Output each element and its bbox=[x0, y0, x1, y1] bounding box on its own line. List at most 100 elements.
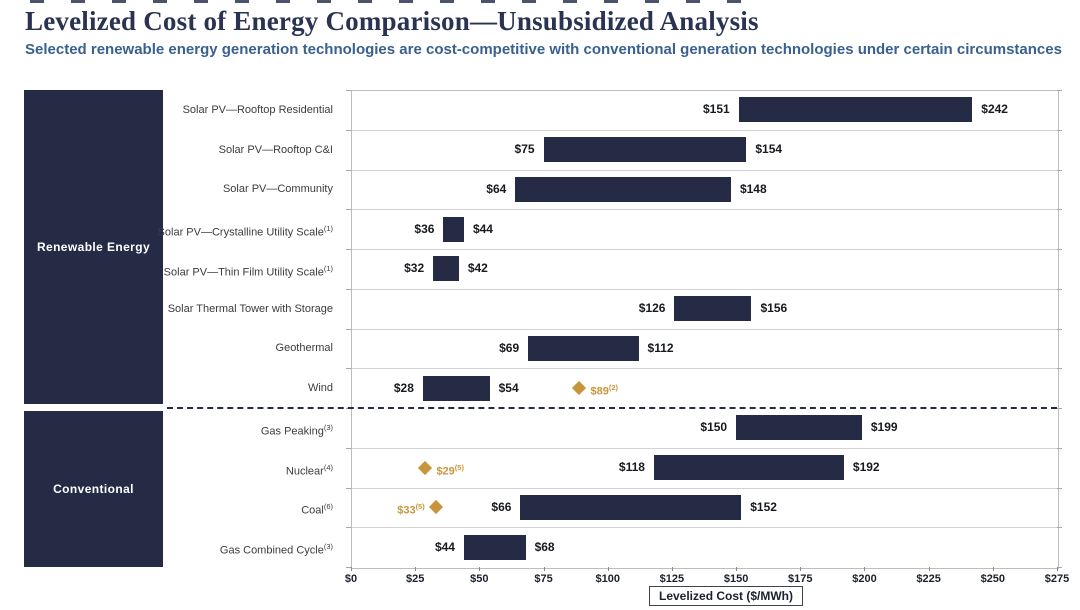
bar-low-value: $75 bbox=[514, 142, 535, 157]
row-gridline bbox=[352, 249, 1057, 250]
bar-high-value: $112 bbox=[647, 340, 674, 355]
row-label: Gas Combined Cycle(3) bbox=[219, 542, 333, 557]
bar-high-value: $192 bbox=[852, 460, 880, 475]
row-gridline bbox=[352, 129, 1057, 131]
y-tick-right bbox=[1057, 129, 1062, 131]
bar-low-value: $32 bbox=[404, 261, 425, 276]
range-bar bbox=[738, 97, 973, 123]
y-tick-left bbox=[346, 487, 351, 489]
row-gridline bbox=[352, 288, 1057, 290]
range-bar bbox=[653, 455, 844, 481]
x-tick-mark bbox=[928, 567, 930, 571]
bar-high-value: $44 bbox=[472, 221, 493, 236]
bar-low-value: $118 bbox=[618, 460, 645, 475]
row-label: Solar PV—Rooftop Residential bbox=[182, 103, 333, 116]
y-tick-left bbox=[346, 527, 351, 529]
bar-high-value: $54 bbox=[498, 380, 519, 395]
row-label: Solar Thermal Tower with Storage bbox=[167, 302, 333, 315]
x-tick-mark bbox=[992, 567, 994, 571]
section-block-conventional: Conventional bbox=[24, 411, 163, 567]
x-tick-mark bbox=[543, 567, 545, 571]
range-bar bbox=[674, 296, 752, 322]
bar-low-value: $151 bbox=[702, 102, 730, 117]
row-label: Wind bbox=[307, 382, 333, 395]
cropped-top-artifact bbox=[30, 0, 765, 3]
bar-high-value: $156 bbox=[760, 301, 788, 316]
y-tick-left bbox=[346, 209, 351, 211]
range-bar bbox=[528, 335, 639, 361]
y-tick-right bbox=[1057, 447, 1062, 449]
page-subtitle: Selected renewable energy generation tec… bbox=[25, 41, 1062, 58]
x-tick-label: $25 bbox=[405, 573, 425, 585]
diamond-value-label: $33(5) bbox=[397, 502, 425, 518]
page-title: Levelized Cost of Energy Comparison—Unsu… bbox=[25, 6, 759, 36]
y-tick-right bbox=[1057, 288, 1062, 290]
range-bar bbox=[422, 375, 490, 401]
y-tick-left bbox=[346, 249, 351, 250]
section-divider-dashed bbox=[167, 407, 1057, 409]
y-tick-right bbox=[1057, 169, 1062, 171]
row-label: Gas Peaking(3) bbox=[260, 422, 333, 438]
x-tick-label: $75 bbox=[534, 573, 553, 585]
y-tick-right bbox=[1057, 90, 1062, 91]
range-bar bbox=[520, 494, 742, 520]
y-tick-right bbox=[1057, 249, 1062, 250]
x-tick-mark bbox=[800, 567, 802, 571]
bar-low-value: $69 bbox=[499, 340, 520, 355]
y-tick-right bbox=[1057, 368, 1062, 370]
bar-low-value: $150 bbox=[700, 420, 728, 435]
row-label: Solar PV—Crystalline Utility Scale(1) bbox=[157, 224, 333, 239]
x-tick-label: $225 bbox=[916, 573, 941, 585]
x-tick-mark bbox=[671, 567, 673, 571]
y-tick-left bbox=[346, 129, 351, 131]
y-tick-left bbox=[346, 169, 351, 171]
diamond-value-label: $89(2) bbox=[590, 383, 619, 398]
range-bar bbox=[515, 176, 731, 202]
row-gridline bbox=[352, 209, 1057, 211]
bar-low-value: $36 bbox=[414, 221, 435, 236]
range-bar bbox=[443, 216, 464, 242]
bar-low-value: $66 bbox=[491, 499, 512, 514]
range-bar bbox=[433, 256, 459, 282]
y-tick-left bbox=[346, 328, 351, 330]
row-label: Solar PV—Thin Film Utility Scale(1) bbox=[163, 263, 333, 279]
row-gridline bbox=[352, 447, 1057, 449]
y-tick-right bbox=[1057, 328, 1062, 330]
range-bar bbox=[463, 534, 526, 560]
row-gridline bbox=[352, 328, 1057, 330]
x-tick-mark bbox=[479, 567, 481, 571]
row-gridline bbox=[352, 169, 1057, 171]
bar-high-value: $42 bbox=[467, 261, 488, 276]
bar-low-value: $126 bbox=[638, 301, 666, 316]
y-tick-right bbox=[1057, 567, 1062, 568]
range-bar bbox=[543, 137, 747, 163]
x-tick-mark bbox=[736, 567, 738, 571]
x-tick-label: $50 bbox=[470, 573, 489, 585]
x-tick-label: $100 bbox=[595, 573, 620, 585]
row-label: Coal(6) bbox=[301, 502, 333, 518]
bar-low-value: $28 bbox=[393, 380, 414, 395]
x-tick-label: $125 bbox=[659, 573, 685, 585]
x-tick-label: $0 bbox=[344, 573, 358, 585]
y-tick-left bbox=[346, 567, 351, 568]
row-label: Nuclear(4) bbox=[285, 462, 333, 478]
section-block-renewable-energy: Renewable Energy bbox=[24, 90, 163, 404]
bar-high-value: $152 bbox=[750, 499, 777, 514]
bar-high-value: $68 bbox=[534, 539, 555, 554]
x-tick-label: $200 bbox=[852, 573, 877, 585]
row-gridline bbox=[352, 368, 1057, 370]
plot-area-border bbox=[351, 90, 1059, 569]
y-tick-left bbox=[346, 447, 351, 449]
y-tick-right bbox=[1057, 487, 1062, 489]
y-tick-right bbox=[1057, 209, 1062, 211]
row-gridline bbox=[352, 527, 1057, 529]
y-tick-left bbox=[346, 368, 351, 370]
x-tick-mark bbox=[415, 567, 417, 571]
x-tick-label: $175 bbox=[788, 573, 813, 585]
row-label: Geothermal bbox=[275, 342, 333, 355]
x-tick-label: $150 bbox=[723, 573, 749, 585]
y-tick-right bbox=[1057, 527, 1062, 529]
row-label: Solar PV—Community bbox=[222, 183, 333, 196]
y-tick-left bbox=[346, 90, 351, 91]
